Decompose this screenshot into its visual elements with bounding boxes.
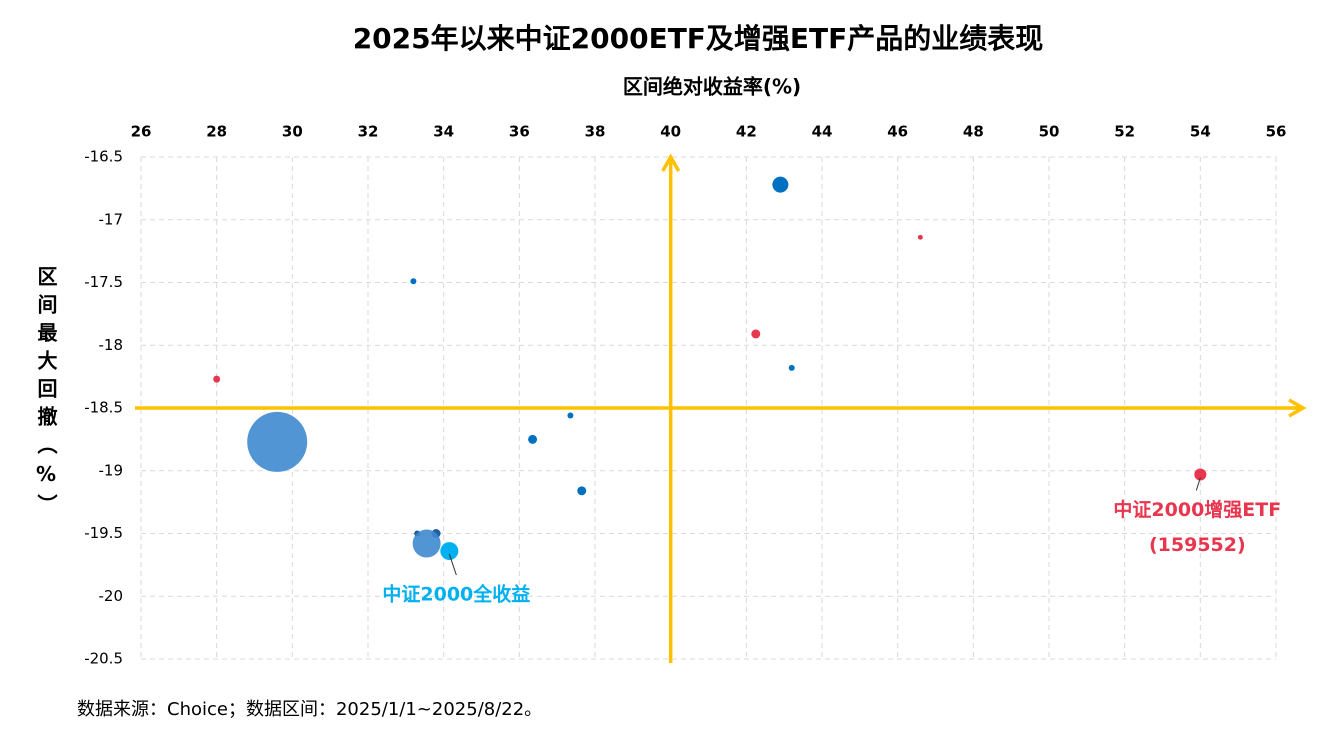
x-tick-label: 42 bbox=[736, 123, 757, 141]
bubble bbox=[1194, 468, 1207, 481]
x-tick-label: 28 bbox=[206, 123, 227, 141]
source-note: 数据来源：Choice；数据区间：2025/1/1~2025/8/22。 bbox=[77, 699, 542, 720]
y-tick-label: -20.5 bbox=[84, 650, 123, 668]
bubble bbox=[772, 176, 789, 193]
x-tick-label: 54 bbox=[1190, 123, 1211, 141]
bubble bbox=[567, 412, 574, 419]
y-tick-label: -17 bbox=[99, 210, 124, 228]
leader-line bbox=[448, 553, 457, 576]
bubble bbox=[213, 375, 221, 383]
x-tick-label: 48 bbox=[963, 123, 984, 141]
bubble bbox=[440, 542, 459, 561]
x-tick-label: 56 bbox=[1266, 123, 1287, 141]
bubble bbox=[751, 329, 761, 339]
x-tick-label: 44 bbox=[812, 123, 833, 141]
annotation: 中证2000全收益 bbox=[382, 583, 530, 606]
bubble bbox=[247, 411, 308, 472]
arrowhead bbox=[661, 153, 681, 172]
bubble bbox=[577, 486, 587, 496]
annotation: 中证2000增强ETF bbox=[1113, 498, 1281, 521]
annotation: (159552) bbox=[1149, 534, 1246, 556]
x-tick-label: 34 bbox=[433, 123, 454, 141]
y-tick-label: -16.5 bbox=[84, 148, 123, 166]
x-tick-label: 40 bbox=[660, 123, 681, 141]
chart-title: 2025年以来中证2000ETF及增强ETF产品的业绩表现 bbox=[353, 22, 1044, 55]
x-tick-label: 32 bbox=[358, 123, 379, 141]
x-tick-label: 36 bbox=[509, 123, 530, 141]
y-tick-label: -17.5 bbox=[84, 273, 123, 291]
x-tick-label: 38 bbox=[585, 123, 606, 141]
x-tick-label: 52 bbox=[1114, 123, 1135, 141]
arrowhead bbox=[1288, 398, 1307, 418]
y-tick-label: -19.5 bbox=[84, 524, 123, 542]
x-tick-label: 46 bbox=[887, 123, 908, 141]
y-tick-label: -20 bbox=[99, 587, 124, 605]
y-tick-label: -19 bbox=[99, 461, 124, 479]
bubble bbox=[410, 278, 417, 285]
bubble bbox=[917, 234, 923, 240]
x-axis-label: 区间绝对收益率(%) bbox=[623, 75, 801, 99]
y-tick-label: -18 bbox=[99, 336, 124, 354]
y-tick-label: -18.5 bbox=[84, 399, 123, 417]
bubble bbox=[412, 529, 441, 558]
x-tick-label: 30 bbox=[282, 123, 303, 141]
leader-line bbox=[1195, 477, 1201, 491]
bubble bbox=[788, 364, 795, 371]
y-axis-label: 区间最大回撤（%） bbox=[34, 266, 58, 522]
x-tick-label: 50 bbox=[1039, 123, 1060, 141]
bubble bbox=[528, 434, 538, 444]
x-tick-label: 26 bbox=[131, 123, 152, 141]
